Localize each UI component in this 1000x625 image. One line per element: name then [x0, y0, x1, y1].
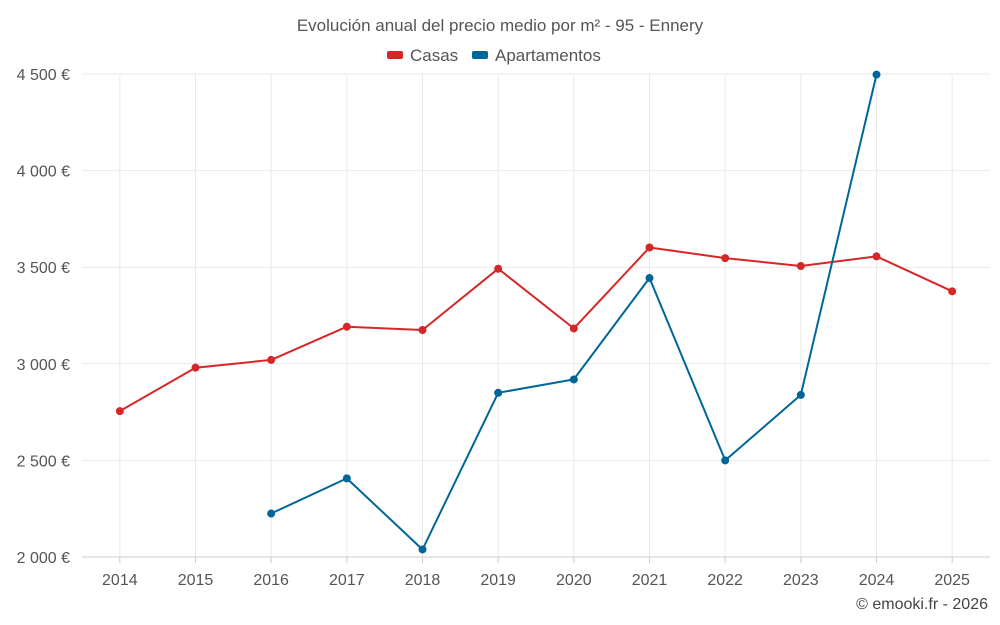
series-line-casas [119, 246, 953, 412]
series-casas [115, 243, 957, 416]
data-point-casas-2022[interactable] [721, 254, 730, 263]
x-tick-label: 2024 [859, 572, 895, 589]
series [115, 70, 957, 554]
data-point-apartamentos-2024[interactable] [872, 70, 881, 79]
x-tick-label: 2025 [934, 572, 970, 589]
legend-item-apartamentos[interactable]: Apartamentos [472, 46, 601, 65]
data-point-casas-2024[interactable] [872, 252, 881, 261]
x-tick-label: 2015 [178, 572, 214, 589]
x-tick-label: 2017 [329, 572, 365, 589]
legend-swatch-apartamentos [472, 51, 488, 59]
data-point-casas-2019[interactable] [494, 264, 503, 273]
y-tick-label: 4 500 € [17, 67, 70, 84]
x-tick-label: 2014 [102, 572, 138, 589]
x-tick-label: 2021 [632, 572, 668, 589]
x-tick-label: 2022 [707, 572, 743, 589]
legend-swatch-casas [387, 51, 403, 59]
data-point-apartamentos-2023[interactable] [796, 390, 805, 399]
data-point-casas-2017[interactable] [342, 322, 351, 331]
data-point-apartamentos-2022[interactable] [721, 456, 730, 465]
data-point-casas-2014[interactable] [115, 407, 124, 416]
legend: Casas Apartamentos [387, 46, 601, 65]
data-point-apartamentos-2018[interactable] [418, 545, 427, 554]
y-tick-label: 2 000 € [17, 550, 70, 567]
x-tick-label: 2020 [556, 572, 592, 589]
data-point-apartamentos-2021[interactable] [645, 274, 654, 283]
data-point-casas-2015[interactable] [191, 363, 200, 372]
legend-label-apartamentos: Apartamentos [495, 46, 601, 65]
data-point-casas-2016[interactable] [267, 355, 276, 364]
x-tick-label: 2023 [783, 572, 819, 589]
y-tick-label: 3 500 € [17, 260, 70, 277]
series-apartamentos [267, 70, 881, 554]
data-point-apartamentos-2016[interactable] [267, 509, 276, 518]
legend-item-casas[interactable]: Casas [387, 46, 458, 65]
data-point-apartamentos-2017[interactable] [342, 474, 351, 483]
data-point-casas-2023[interactable] [796, 262, 805, 271]
axes: 2 000 € 2 500 € 3 000 € 3 500 € 4 000 € 4 500… [17, 67, 990, 589]
data-point-casas-2021[interactable] [645, 243, 654, 252]
data-point-casas-2020[interactable] [569, 324, 578, 333]
data-point-apartamentos-2020[interactable] [569, 375, 578, 384]
chart-title: Evolución anual del precio medio por m² … [297, 16, 704, 35]
y-tick-label: 3 000 € [17, 357, 70, 374]
data-point-apartamentos-2019[interactable] [494, 388, 503, 397]
x-tick-label: 2018 [405, 572, 441, 589]
y-tick-label: 4 000 € [17, 164, 70, 181]
y-tick-label: 2 500 € [17, 453, 70, 470]
legend-label-casas: Casas [410, 46, 458, 65]
data-point-casas-2025[interactable] [948, 287, 957, 296]
data-point-casas-2018[interactable] [418, 325, 427, 334]
x-tick-label: 2016 [253, 572, 289, 589]
grid [82, 73, 990, 557]
x-tick-label: 2019 [480, 572, 516, 589]
credit-text: © emooki.fr - 2026 [856, 596, 988, 613]
